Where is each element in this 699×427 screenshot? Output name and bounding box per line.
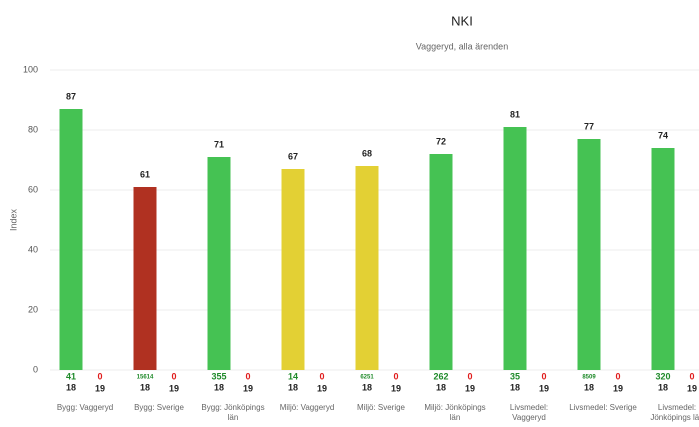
bar	[503, 127, 527, 370]
count-label: 41	[66, 371, 76, 381]
data-label: 87	[66, 91, 76, 101]
bar	[281, 169, 305, 370]
bar	[207, 157, 231, 370]
y-tick-label: 100	[23, 64, 38, 74]
data-label: 74	[658, 130, 668, 140]
count-label: 0	[171, 371, 176, 381]
y-tick-label: 60	[28, 184, 38, 194]
y-tick-label: 40	[28, 244, 38, 254]
series-label: 18	[436, 382, 446, 392]
count-label: 0	[467, 371, 472, 381]
series-label: 18	[214, 382, 224, 392]
series-label: 19	[465, 383, 475, 393]
count-label: 0	[615, 371, 620, 381]
count-label: 6251	[360, 375, 374, 381]
series-label: 19	[243, 383, 253, 393]
count-label: 0	[97, 371, 102, 381]
series-label: 18	[510, 382, 520, 392]
y-axis-label: Index	[8, 208, 18, 231]
count-label: 8509	[582, 375, 596, 381]
count-label: 35	[510, 371, 520, 381]
data-label: 72	[436, 136, 446, 146]
bar	[577, 139, 601, 370]
count-label: 0	[689, 371, 694, 381]
series-label: 19	[95, 383, 105, 393]
chart-title: NKI	[451, 13, 473, 28]
bar	[59, 109, 83, 370]
series-label: 19	[613, 383, 623, 393]
series-label: 19	[687, 383, 697, 393]
count-label: 0	[541, 371, 546, 381]
series-label: 18	[140, 382, 150, 392]
series-label: 18	[362, 382, 372, 392]
count-label: 320	[655, 371, 670, 381]
y-tick-label: 20	[28, 304, 38, 314]
count-label: 15614	[137, 375, 154, 381]
data-label: 67	[288, 151, 298, 161]
data-label: 68	[362, 148, 372, 158]
x-tick-label: Miljö: Vaggeryd	[279, 403, 335, 412]
bar	[355, 166, 379, 370]
count-label: 14	[288, 371, 298, 381]
x-tick-label: Bygg: Vaggeryd	[56, 403, 114, 412]
x-tick-label: Livsmedel: Sverige	[569, 403, 637, 412]
x-tick-label: Miljö: Jönköpings län	[424, 403, 486, 422]
bar	[133, 187, 157, 370]
count-label: 0	[319, 371, 324, 381]
series-label: 18	[584, 382, 594, 392]
series-label: 19	[169, 383, 179, 393]
chart-subtitle: Vaggeryd, alla ärenden	[416, 41, 508, 51]
y-tick-label: 80	[28, 124, 38, 134]
bar	[429, 154, 453, 370]
bar	[651, 148, 675, 370]
count-label: 0	[393, 371, 398, 381]
data-label: 71	[214, 139, 224, 149]
x-tick-label: Miljö: Sverige	[356, 403, 405, 412]
count-label: 262	[433, 371, 448, 381]
series-label: 18	[658, 382, 668, 392]
data-label: 77	[584, 121, 594, 131]
x-tick-label: Bygg: Jönköpings län	[201, 403, 265, 422]
data-label: 61	[140, 169, 150, 179]
series-label: 18	[288, 382, 298, 392]
x-tick-label: Livsmedel: Jönköpings län	[650, 403, 699, 422]
x-tick-label: Bygg: Sverige	[134, 403, 184, 412]
y-tick-label: 0	[33, 364, 38, 374]
count-label: 0	[245, 371, 250, 381]
data-label: 81	[510, 109, 520, 119]
series-label: 19	[317, 383, 327, 393]
series-label: 18	[66, 382, 76, 392]
x-tick-label: Livsmedel: Vaggeryd	[509, 403, 549, 422]
count-label: 355	[211, 371, 226, 381]
series-label: 19	[391, 383, 401, 393]
series-label: 19	[539, 383, 549, 393]
